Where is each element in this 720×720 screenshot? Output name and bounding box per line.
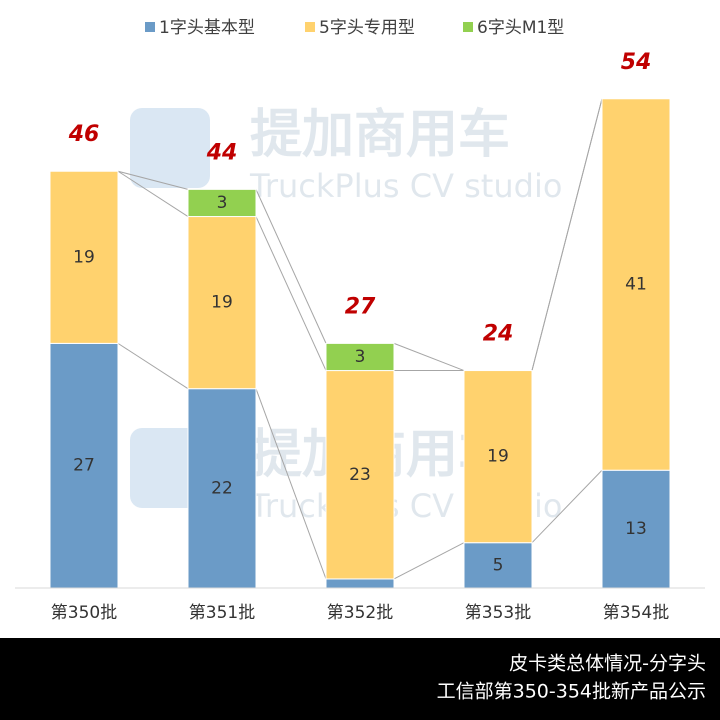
- total-label: 44: [206, 140, 238, 165]
- footer-band: [0, 638, 720, 720]
- connector: [255, 216, 327, 371]
- bar-segment: [601, 98, 671, 471]
- connector: [117, 170, 189, 217]
- value-label: 19: [211, 293, 233, 313]
- total-label: 54: [621, 50, 652, 75]
- legend-label: 6字头M1型: [477, 18, 564, 38]
- watermark-subtitle: TruckPlus CV studio: [249, 167, 562, 205]
- bar-segment: [49, 342, 119, 589]
- bar-segment: [601, 469, 671, 589]
- total-label: 27: [345, 294, 376, 319]
- connector: [393, 542, 465, 580]
- bar-segment: [325, 370, 395, 580]
- connector: [531, 98, 603, 371]
- bar-segment: [187, 388, 257, 589]
- connector: [393, 342, 465, 372]
- value-label: 41: [625, 274, 647, 294]
- value-label: 23: [349, 465, 371, 485]
- x-tick-label: 第352批: [327, 603, 393, 623]
- x-tick-label: 第354批: [603, 603, 669, 623]
- legend-swatch: [305, 22, 315, 32]
- value-label: 13: [625, 519, 647, 539]
- watermark-title: 提加商用车: [250, 105, 510, 165]
- value-label: 27: [73, 456, 95, 476]
- connector: [255, 388, 327, 580]
- legend-label: 1字头基本型: [159, 18, 255, 38]
- connector: [117, 342, 189, 390]
- bar-segment: [325, 342, 395, 372]
- value-label: 3: [355, 347, 366, 367]
- value-label: 22: [211, 478, 233, 498]
- watermark-logo: [130, 108, 210, 188]
- connector: [117, 170, 189, 190]
- footer-line: 皮卡类总体情况-分字头: [509, 653, 706, 675]
- value-label: 19: [73, 247, 95, 267]
- footer-line: 工信部第350-354批新产品公示: [437, 681, 706, 703]
- bar-segment: [49, 170, 119, 344]
- bar-segment: [187, 188, 257, 218]
- bar-segment: [463, 542, 533, 589]
- connector: [531, 469, 603, 544]
- x-tick-label: 第353批: [465, 603, 531, 623]
- connector: [255, 189, 327, 344]
- legend-swatch: [145, 22, 155, 32]
- value-label: 5: [493, 555, 504, 575]
- x-tick-label: 第351批: [189, 603, 255, 623]
- x-tick-label: 第350批: [51, 603, 117, 623]
- legend-swatch: [463, 22, 473, 32]
- legend-label: 5字头专用型: [319, 18, 415, 38]
- value-label: 3: [217, 193, 228, 213]
- value-label: 19: [487, 447, 509, 467]
- bar-segment: [187, 216, 257, 390]
- bar-segment: [463, 370, 533, 544]
- total-label: 24: [483, 322, 514, 347]
- total-label: 46: [68, 122, 100, 147]
